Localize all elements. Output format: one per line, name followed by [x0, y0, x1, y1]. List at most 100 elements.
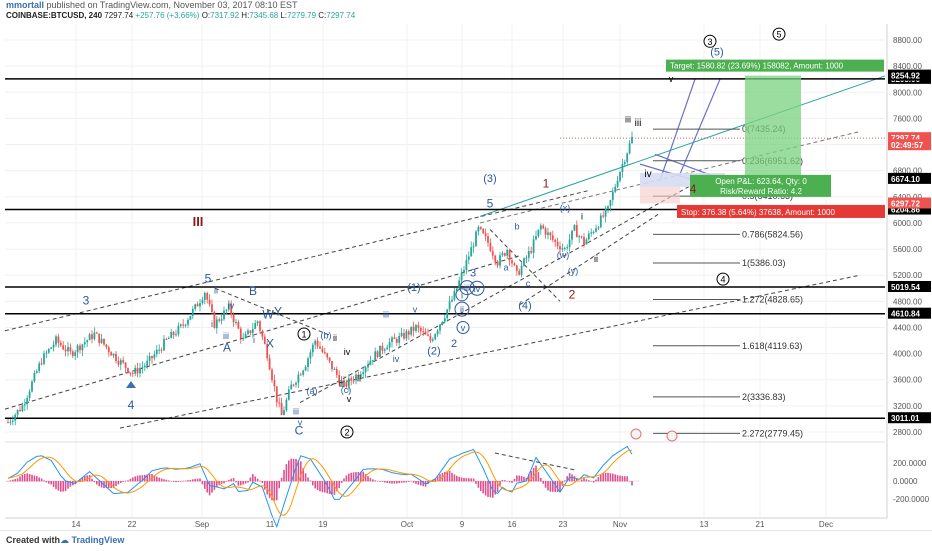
tradingview-logo[interactable]: ☁ TradingView — [60, 535, 124, 546]
price-badge[interactable] — [888, 412, 931, 424]
histogram-bar — [12, 479, 14, 482]
candle-body — [59, 342, 62, 346]
candle-body — [23, 404, 26, 406]
candle-body — [463, 269, 465, 273]
candle-body — [518, 270, 521, 275]
candle-body — [355, 374, 357, 381]
fib-level-label: 1.618(4119.63) — [742, 341, 802, 351]
candle-body — [465, 259, 468, 270]
price-badge[interactable] — [888, 197, 931, 209]
histogram-bar — [340, 481, 343, 483]
candle-body — [410, 326, 413, 335]
price-badge[interactable] — [888, 280, 931, 292]
indicator-tick-label: -200.0000 — [893, 495, 930, 504]
price-badge[interactable] — [888, 139, 931, 151]
candle-body — [527, 251, 530, 258]
candle-body — [575, 225, 578, 238]
candle-body — [74, 352, 77, 356]
histogram-bar — [595, 479, 597, 482]
candle-body — [95, 332, 98, 334]
candle-body — [544, 228, 547, 235]
candle-body — [244, 333, 247, 339]
candle-body — [501, 253, 504, 256]
candle-body — [626, 153, 629, 163]
candle-body — [542, 225, 545, 229]
price-badge[interactable] — [888, 203, 931, 215]
wave-label: (w) — [557, 250, 570, 260]
histogram-bar — [566, 476, 568, 482]
histogram-bar — [21, 474, 24, 482]
price-badge[interactable] — [888, 172, 931, 184]
fib-level-label: 1(5386.03) — [742, 258, 786, 268]
histogram-bar — [86, 475, 88, 482]
target-zone[interactable] — [745, 75, 801, 179]
price-badge[interactable] — [888, 307, 931, 319]
y-tick-label: 8400.00 — [893, 62, 922, 71]
candle-body — [580, 236, 583, 238]
stop-zone[interactable] — [640, 186, 680, 204]
histogram-bar — [412, 481, 415, 483]
candle-body — [535, 236, 537, 240]
candle-body — [429, 335, 432, 341]
candle-body — [271, 369, 273, 381]
signal-line — [7, 449, 632, 516]
wave-label: ii — [357, 374, 361, 384]
candle-body — [290, 384, 293, 390]
histogram-bar — [386, 481, 388, 483]
candle-body — [566, 247, 569, 249]
candle-body — [455, 288, 458, 292]
wave-label: iv — [228, 301, 235, 311]
candle-body — [278, 402, 281, 404]
candle-body — [549, 232, 552, 236]
histogram-bar — [230, 478, 232, 482]
candle-body — [136, 367, 139, 374]
author-name[interactable]: mmortall — [6, 0, 45, 10]
candle-body — [307, 358, 309, 367]
histogram-bar — [489, 481, 492, 498]
y-tick-label: 4400.00 — [893, 323, 922, 332]
stop-label: Stop: 376.38 (5.64%) 37638, Amount: 1000 — [681, 208, 835, 217]
price-badge[interactable] — [888, 132, 931, 144]
histogram-bar — [624, 476, 626, 482]
candle-body — [386, 347, 389, 350]
candle-body — [43, 353, 45, 364]
histogram-bar — [355, 472, 357, 482]
histogram-bar — [360, 471, 362, 482]
candle-body — [134, 367, 137, 374]
candle-body — [172, 331, 175, 336]
histogram-bar — [74, 481, 76, 485]
candle-body — [513, 263, 516, 266]
candle-body — [371, 360, 374, 362]
price-badge[interactable] — [888, 69, 931, 81]
histogram-bar — [626, 476, 628, 482]
histogram-bar — [540, 477, 542, 482]
histogram-bar — [439, 474, 441, 482]
candle-body — [319, 346, 321, 349]
histogram-bar — [196, 478, 199, 482]
x-tick-label: 16 — [508, 520, 517, 529]
histogram-bar — [208, 481, 211, 496]
histogram-bar — [60, 481, 62, 492]
histogram-bar — [376, 480, 379, 482]
histogram-bar — [295, 458, 297, 482]
wave-label: A — [223, 341, 231, 355]
candle-body — [47, 348, 50, 353]
flag-event-icon[interactable] — [630, 428, 642, 440]
histogram-bar — [408, 481, 410, 482]
histogram-bar — [108, 481, 110, 489]
candle-body — [326, 353, 329, 358]
histogram-bar — [280, 477, 283, 482]
flag-event-icon[interactable] — [666, 430, 678, 442]
histogram-bar — [16, 478, 19, 482]
histogram-bar — [100, 481, 103, 488]
histogram-bar — [297, 460, 300, 482]
price-badge-label: 02:49:57 — [891, 141, 924, 150]
risk-reward-label: Risk/Reward Ratio: 4.2 — [720, 187, 802, 196]
y-tick-label: 5600.00 — [893, 245, 922, 254]
candle-body — [21, 405, 24, 412]
candle-body — [547, 232, 549, 235]
histogram-bar — [124, 480, 127, 482]
candle-body — [100, 338, 103, 344]
candle-body — [616, 180, 619, 187]
